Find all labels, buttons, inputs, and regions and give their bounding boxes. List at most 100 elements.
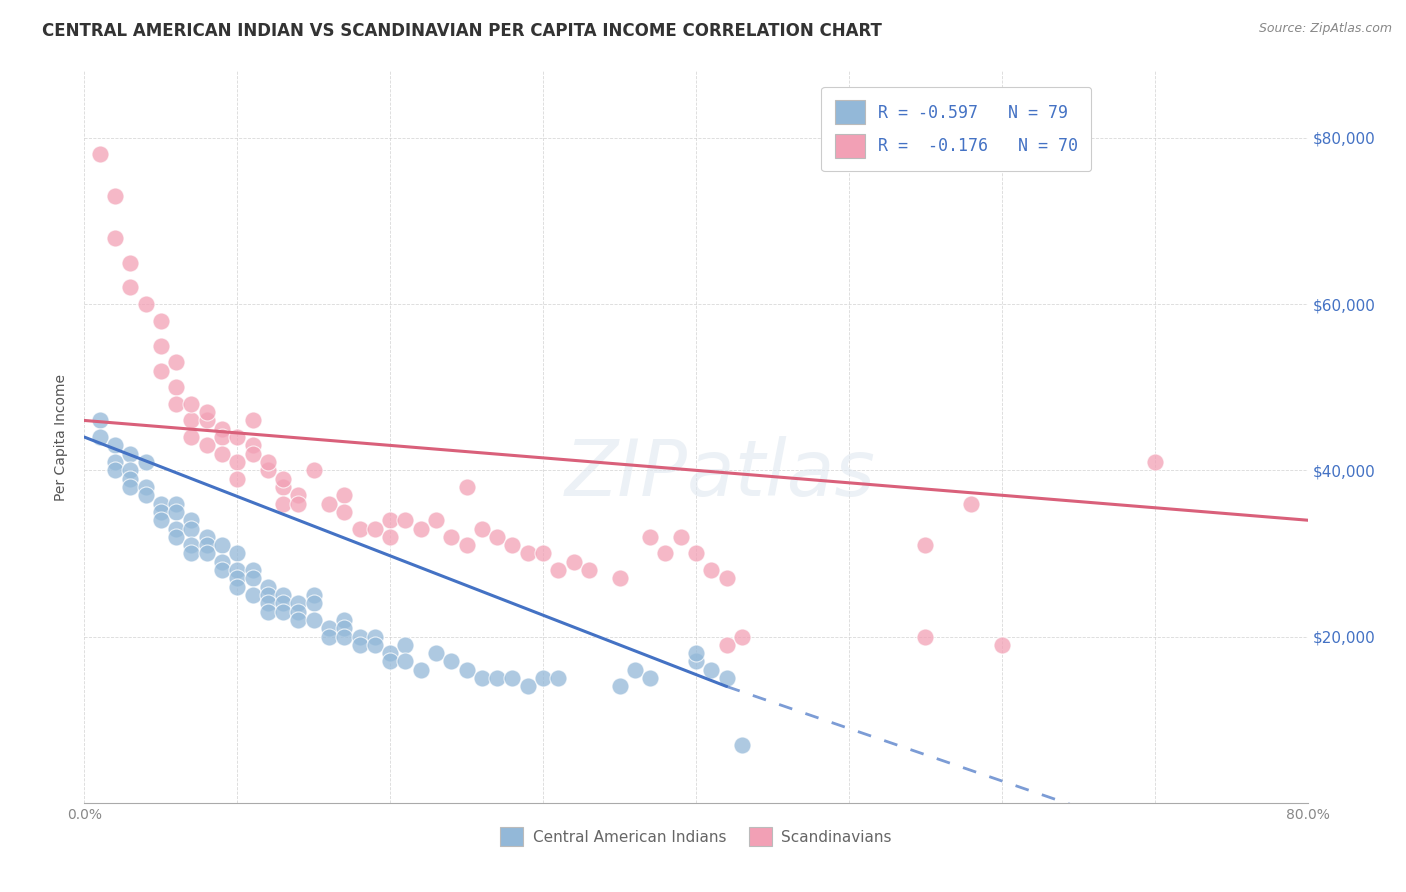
Point bbox=[104, 230, 127, 244]
Point bbox=[1143, 455, 1166, 469]
Point bbox=[364, 630, 387, 644]
Point bbox=[149, 505, 172, 519]
Point bbox=[624, 663, 647, 677]
Point bbox=[195, 530, 218, 544]
Point bbox=[349, 630, 371, 644]
Point bbox=[409, 521, 432, 535]
Point bbox=[226, 580, 249, 594]
Point bbox=[562, 555, 585, 569]
Point bbox=[578, 563, 600, 577]
Point bbox=[165, 530, 187, 544]
Point bbox=[195, 405, 218, 419]
Point bbox=[394, 513, 416, 527]
Point bbox=[531, 546, 554, 560]
Point bbox=[149, 513, 172, 527]
Point bbox=[471, 521, 494, 535]
Point bbox=[180, 513, 202, 527]
Point bbox=[380, 513, 402, 527]
Point bbox=[486, 530, 509, 544]
Point bbox=[226, 563, 249, 577]
Point bbox=[226, 472, 249, 486]
Point bbox=[502, 538, 524, 552]
Point bbox=[120, 280, 142, 294]
Point bbox=[349, 521, 371, 535]
Point bbox=[471, 671, 494, 685]
Point bbox=[914, 538, 936, 552]
Point bbox=[226, 430, 249, 444]
Point bbox=[120, 255, 142, 269]
Point bbox=[104, 455, 127, 469]
Point bbox=[685, 646, 707, 660]
Point bbox=[211, 563, 233, 577]
Point bbox=[333, 630, 356, 644]
Point bbox=[226, 571, 249, 585]
Point bbox=[195, 413, 218, 427]
Point bbox=[180, 397, 202, 411]
Point bbox=[502, 671, 524, 685]
Point bbox=[257, 605, 280, 619]
Point bbox=[257, 455, 280, 469]
Point bbox=[271, 472, 294, 486]
Point bbox=[271, 480, 294, 494]
Point bbox=[302, 596, 325, 610]
Point bbox=[165, 505, 187, 519]
Point bbox=[516, 680, 538, 694]
Point bbox=[425, 513, 447, 527]
Point bbox=[149, 314, 172, 328]
Point bbox=[271, 497, 294, 511]
Point bbox=[333, 488, 356, 502]
Point bbox=[180, 430, 202, 444]
Point bbox=[104, 438, 127, 452]
Point bbox=[165, 380, 187, 394]
Point bbox=[440, 655, 463, 669]
Point bbox=[226, 455, 249, 469]
Point bbox=[486, 671, 509, 685]
Point bbox=[609, 571, 631, 585]
Point bbox=[456, 480, 478, 494]
Point bbox=[364, 521, 387, 535]
Point bbox=[716, 571, 738, 585]
Point bbox=[547, 671, 569, 685]
Point bbox=[211, 555, 233, 569]
Point bbox=[89, 430, 111, 444]
Point bbox=[302, 588, 325, 602]
Point bbox=[731, 630, 754, 644]
Point bbox=[165, 521, 187, 535]
Point bbox=[394, 638, 416, 652]
Point bbox=[333, 621, 356, 635]
Point bbox=[211, 422, 233, 436]
Point bbox=[135, 480, 157, 494]
Point bbox=[120, 480, 142, 494]
Point bbox=[257, 588, 280, 602]
Point bbox=[242, 438, 264, 452]
Point bbox=[271, 588, 294, 602]
Point bbox=[685, 655, 707, 669]
Text: Source: ZipAtlas.com: Source: ZipAtlas.com bbox=[1258, 22, 1392, 36]
Point bbox=[654, 546, 676, 560]
Point bbox=[104, 463, 127, 477]
Point bbox=[531, 671, 554, 685]
Point bbox=[333, 505, 356, 519]
Point bbox=[180, 546, 202, 560]
Point bbox=[287, 488, 309, 502]
Point bbox=[609, 680, 631, 694]
Point bbox=[135, 297, 157, 311]
Point bbox=[135, 455, 157, 469]
Y-axis label: Per Capita Income: Per Capita Income bbox=[55, 374, 69, 500]
Point bbox=[242, 588, 264, 602]
Point bbox=[149, 338, 172, 352]
Point bbox=[669, 530, 692, 544]
Point bbox=[364, 638, 387, 652]
Point bbox=[120, 463, 142, 477]
Point bbox=[516, 546, 538, 560]
Point bbox=[211, 447, 233, 461]
Point bbox=[242, 563, 264, 577]
Point bbox=[120, 472, 142, 486]
Point bbox=[165, 397, 187, 411]
Point bbox=[380, 655, 402, 669]
Point bbox=[700, 663, 723, 677]
Legend: Central American Indians, Scandinavians: Central American Indians, Scandinavians bbox=[492, 820, 900, 854]
Point bbox=[685, 546, 707, 560]
Point bbox=[287, 596, 309, 610]
Point bbox=[180, 413, 202, 427]
